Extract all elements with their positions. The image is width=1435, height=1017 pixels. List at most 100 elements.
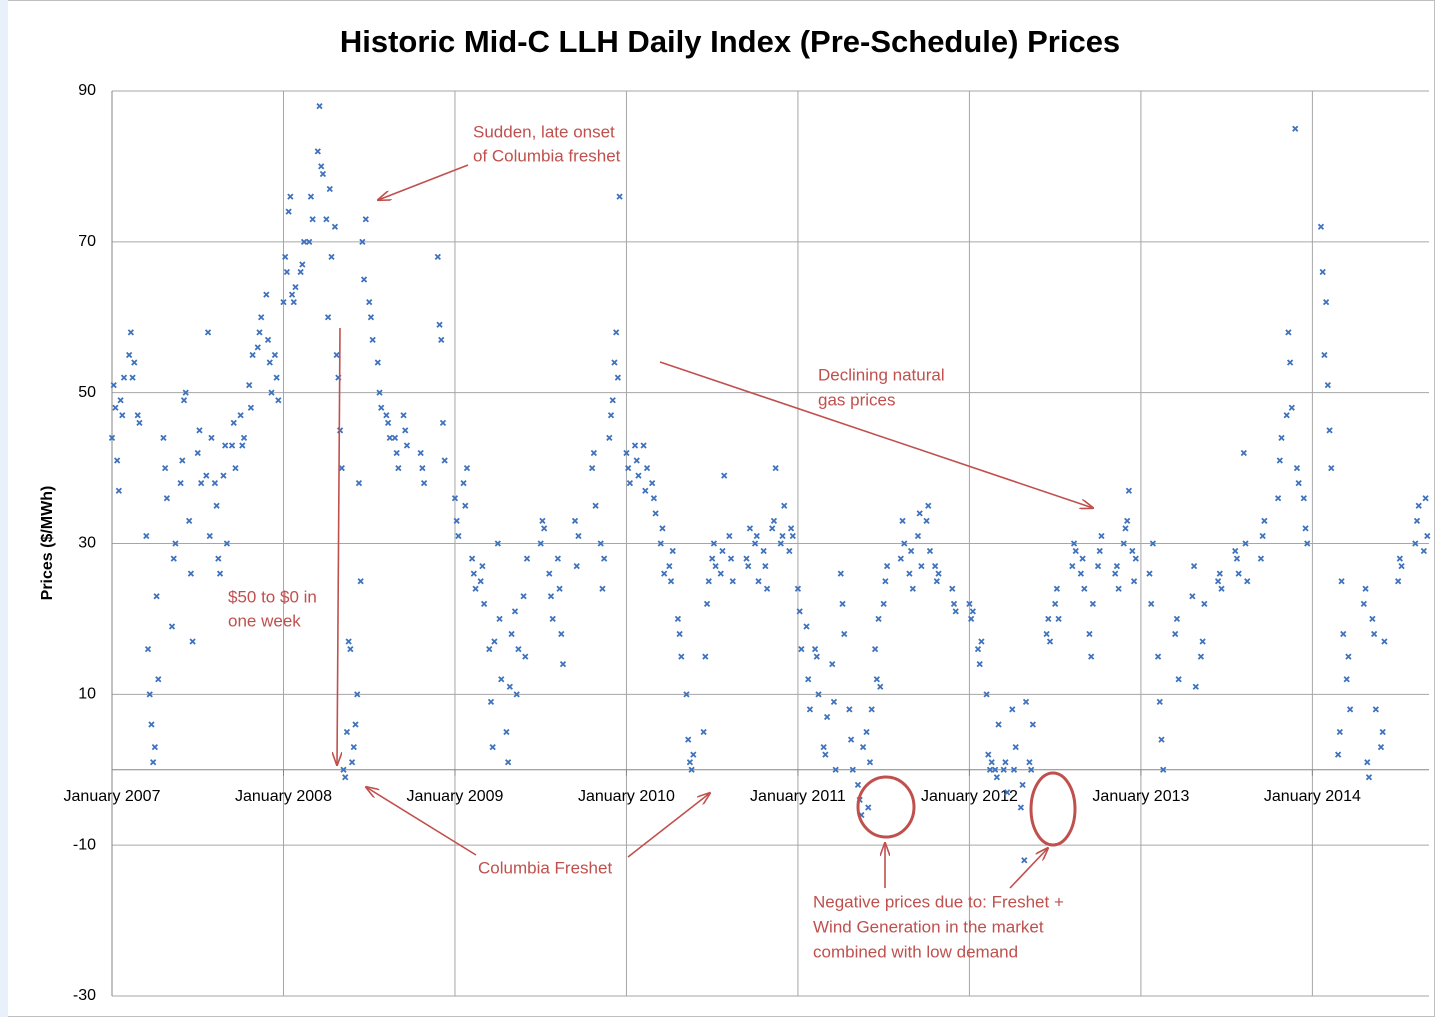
point xyxy=(1317,223,1325,230)
point xyxy=(1274,495,1282,502)
point xyxy=(511,608,519,615)
point xyxy=(837,570,844,577)
point xyxy=(378,404,385,411)
point xyxy=(1381,638,1388,645)
annotations: Sudden, late onset of Columbia freshet $… xyxy=(228,122,1093,961)
point xyxy=(863,728,870,736)
point xyxy=(798,645,805,653)
point xyxy=(237,412,244,419)
point xyxy=(1364,759,1371,766)
point xyxy=(992,766,999,773)
point xyxy=(326,185,333,193)
point xyxy=(1189,593,1196,600)
point xyxy=(393,449,400,457)
point xyxy=(285,208,292,215)
point xyxy=(347,645,354,653)
points xyxy=(108,102,1431,864)
point xyxy=(907,547,915,555)
point xyxy=(112,404,119,411)
point xyxy=(146,691,153,698)
point xyxy=(114,457,121,464)
point xyxy=(1146,570,1153,577)
point xyxy=(786,547,793,555)
point xyxy=(931,562,939,570)
point xyxy=(323,216,330,223)
point xyxy=(131,359,138,366)
point xyxy=(1086,630,1093,638)
point xyxy=(162,464,169,472)
point xyxy=(832,766,839,773)
point xyxy=(151,743,159,751)
point xyxy=(815,691,822,698)
point xyxy=(460,480,467,487)
point xyxy=(352,721,359,728)
point xyxy=(376,389,383,396)
point xyxy=(115,487,122,494)
point xyxy=(453,517,460,525)
point xyxy=(220,472,227,479)
point xyxy=(1010,766,1018,773)
point xyxy=(1235,570,1242,577)
point xyxy=(283,268,291,276)
point xyxy=(556,585,563,592)
point xyxy=(1096,547,1103,555)
point xyxy=(1362,585,1369,592)
point xyxy=(823,713,831,721)
point xyxy=(1046,638,1054,645)
point xyxy=(1292,125,1299,132)
point xyxy=(1149,540,1157,547)
y-tick-label: 30 xyxy=(78,535,96,552)
point xyxy=(717,570,724,577)
point xyxy=(613,329,620,336)
point xyxy=(1069,562,1076,570)
point xyxy=(1216,570,1223,577)
point xyxy=(1088,653,1095,660)
point xyxy=(813,653,820,660)
point xyxy=(1045,615,1052,623)
point xyxy=(883,562,891,570)
point xyxy=(120,374,128,381)
point xyxy=(1172,630,1179,638)
point xyxy=(331,223,339,230)
point xyxy=(1072,547,1079,555)
point xyxy=(163,495,171,502)
point xyxy=(369,336,376,344)
point xyxy=(268,389,275,396)
point xyxy=(1304,540,1311,547)
point xyxy=(343,728,351,736)
point xyxy=(949,585,956,592)
point xyxy=(1156,698,1163,706)
point xyxy=(1326,427,1333,434)
point xyxy=(213,502,220,509)
point xyxy=(434,253,441,261)
point xyxy=(1154,653,1162,660)
point xyxy=(1019,781,1026,788)
point xyxy=(359,238,366,245)
point xyxy=(859,743,867,751)
point xyxy=(1321,351,1328,359)
point xyxy=(522,653,529,660)
point xyxy=(1300,495,1307,502)
point xyxy=(1285,329,1292,336)
point xyxy=(208,434,215,442)
point xyxy=(606,434,613,442)
point xyxy=(1115,585,1122,592)
point xyxy=(1379,728,1386,736)
point xyxy=(271,351,279,359)
point xyxy=(324,314,332,321)
point xyxy=(1081,585,1088,592)
point xyxy=(187,570,195,577)
point xyxy=(806,706,814,713)
point xyxy=(417,449,424,457)
x-tick-label: January 2013 xyxy=(1092,788,1189,805)
point xyxy=(547,593,555,600)
point xyxy=(1218,585,1225,592)
point xyxy=(678,653,685,660)
point xyxy=(1324,381,1331,389)
point xyxy=(1346,706,1354,713)
point xyxy=(508,630,515,638)
point xyxy=(909,585,916,592)
point xyxy=(822,751,829,758)
point xyxy=(338,464,345,472)
